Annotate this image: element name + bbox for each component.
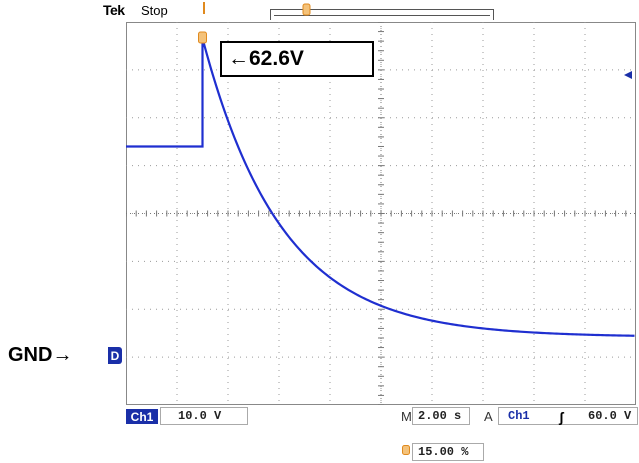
channel-ground-marker[interactable]: D [108,347,122,364]
record-view-window [274,9,490,16]
peak-voltage-callout: ←62.6V [220,41,374,77]
trigger-source: Ch1 [508,409,530,423]
rising-edge-icon: ʃ [559,409,564,425]
brand-logo: Tek [103,2,125,18]
ground-annotation: GND→ [8,344,73,366]
channel-scale-box[interactable] [160,407,248,425]
trigger-mode: A [484,409,493,424]
timebase-box[interactable] [412,407,470,425]
record-length-bar [270,9,494,20]
acquisition-state: Stop [141,3,168,18]
timebase-prefix: M [401,409,412,424]
timebase-value: 2.00 s [418,409,462,423]
ch1-waveform-trace [126,37,635,337]
trigger-settings-box[interactable] [498,407,638,425]
trigger-level-arrow-icon[interactable] [624,70,634,80]
trigger-position-value: 15.00 % [418,445,469,459]
channel-scale-value: 10.0 V [178,409,222,423]
trigger-position-icon [203,2,205,14]
trigger-level-value: 60.0 V [588,409,632,423]
waveform-graticule [126,22,636,405]
trigger-position-box[interactable] [412,443,484,461]
record-trigger-icon [302,3,311,16]
trigger-point-icon [198,31,207,44]
channel-1-badge[interactable]: Ch1 [126,409,158,424]
trigger-position-small-icon [402,445,410,455]
